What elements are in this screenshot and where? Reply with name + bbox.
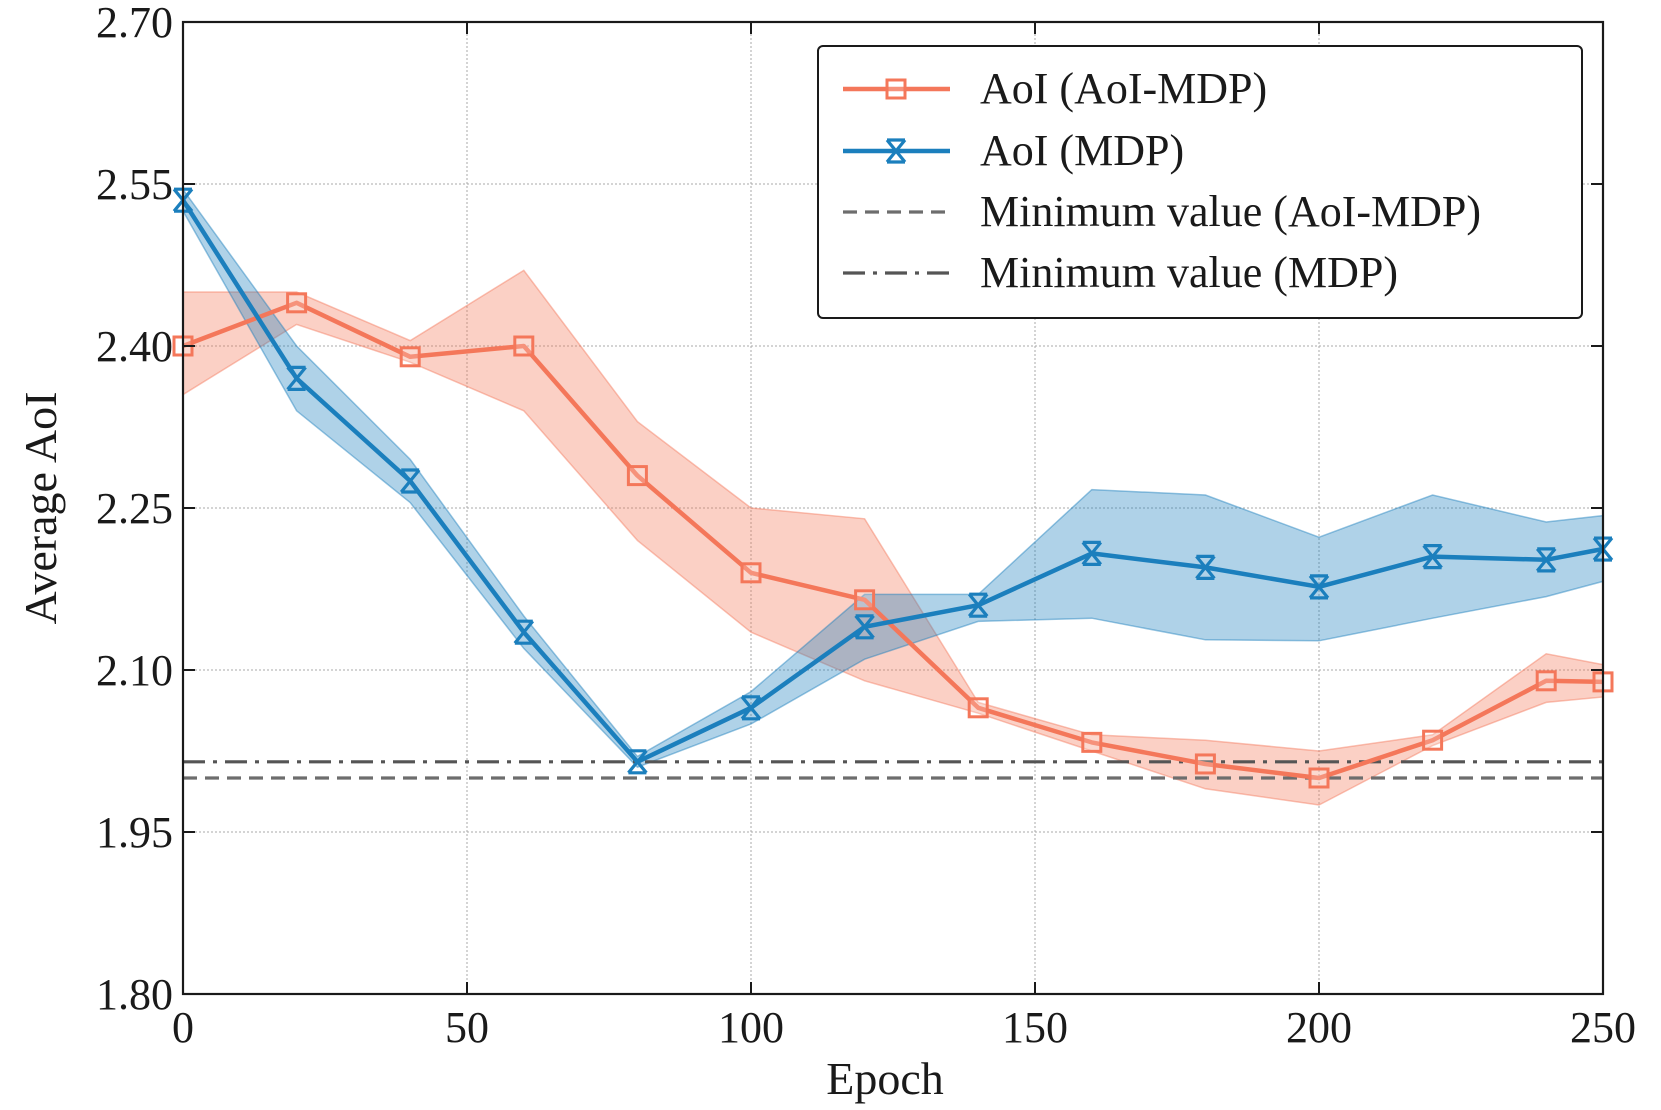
data-point-mdp [1195, 554, 1216, 580]
legend-marker-aoi-mdp [885, 78, 907, 100]
data-point-mdp-shape [286, 365, 307, 391]
data-point-mdp-shape [1535, 547, 1557, 573]
data-point-aoi-mdp [513, 335, 535, 357]
data-point-mdp [1081, 540, 1103, 566]
series-lines [172, 187, 1614, 789]
data-point-aoi-mdp [967, 697, 989, 719]
legend-marker-mdp [885, 138, 907, 164]
data-point-mdp-shape [513, 619, 535, 645]
data-point-aoi-mdp [1308, 767, 1330, 789]
data-point-mdp-shape [1422, 544, 1443, 570]
x-tick-label: 0 [172, 1003, 194, 1052]
data-point-mdp [967, 592, 989, 618]
data-point-mdp [627, 749, 648, 775]
grid [183, 22, 1603, 994]
x-tick-label: 250 [1570, 1003, 1636, 1052]
y-tick-label: 2.10 [96, 646, 173, 695]
y-tick-label: 2.55 [96, 160, 173, 209]
y-tick-label: 2.25 [96, 484, 173, 533]
data-point-mdp [1308, 574, 1330, 600]
data-point-aoi-mdp [1081, 731, 1103, 753]
legend-label-aoi-mdp: AoI (AoI-MDP) [980, 64, 1267, 113]
x-tick-label: 100 [718, 1003, 784, 1052]
legend-marker-mdp-shape [885, 138, 907, 164]
data-point-mdp-shape [1195, 554, 1216, 580]
data-point-mdp [286, 365, 307, 391]
x-tick-label: 200 [1286, 1003, 1352, 1052]
y-tick-label: 1.95 [96, 808, 173, 857]
data-point-mdp-shape [1308, 574, 1330, 600]
y-tick-label: 2.40 [96, 322, 173, 371]
data-point-aoi-mdp [626, 465, 648, 487]
legend-label-min-mdp: Minimum value (MDP) [980, 248, 1398, 297]
legend-label-mdp: AoI (MDP) [980, 126, 1184, 175]
axis-ticks: 0 50 100 150 200 250 1.80 1.95 2.10 2.25 2.40 2.55 2… [96, 0, 1636, 1052]
data-point-mdp-shape [399, 468, 421, 494]
data-point-mdp [1422, 544, 1443, 570]
data-point-aoi-mdp [1194, 753, 1216, 775]
data-point-aoi-mdp [399, 346, 421, 368]
series-line-mdp [181, 198, 1604, 765]
data-point-mdp [740, 695, 762, 721]
data-point-mdp-shape [967, 592, 989, 618]
series-line-aoi-mdp [182, 300, 1604, 781]
data-point-mdp [513, 619, 535, 645]
y-tick-label: 2.70 [96, 0, 173, 47]
x-tick-label: 150 [1002, 1003, 1068, 1052]
data-point-mdp-shape [854, 614, 875, 640]
data-point-aoi-mdp [740, 562, 762, 584]
x-tick-label: 50 [445, 1003, 489, 1052]
data-point-mdp [1535, 547, 1557, 573]
data-point-mdp-shape [627, 749, 648, 775]
x-axis-title: Epoch [826, 1053, 944, 1104]
legend: AoI (AoI-MDP) AoI (MDP) Minimum value (A… [817, 45, 1583, 319]
y-tick-label: 1.80 [96, 970, 173, 1019]
data-point-aoi-mdp [1422, 729, 1444, 751]
data-point-mdp-shape [1081, 540, 1103, 566]
legend-box [817, 45, 1583, 319]
data-point-mdp [399, 468, 421, 494]
data-point-aoi-mdp [1535, 670, 1557, 692]
data-point-aoi-mdp [286, 292, 308, 314]
y-axis-title: Average AoI [15, 392, 66, 625]
legend-label-min-aoi-mdp: Minimum value (AoI-MDP) [980, 187, 1481, 236]
data-point-mdp-shape [740, 695, 762, 721]
data-point-aoi-mdp [854, 589, 876, 611]
data-point-mdp [854, 614, 875, 640]
